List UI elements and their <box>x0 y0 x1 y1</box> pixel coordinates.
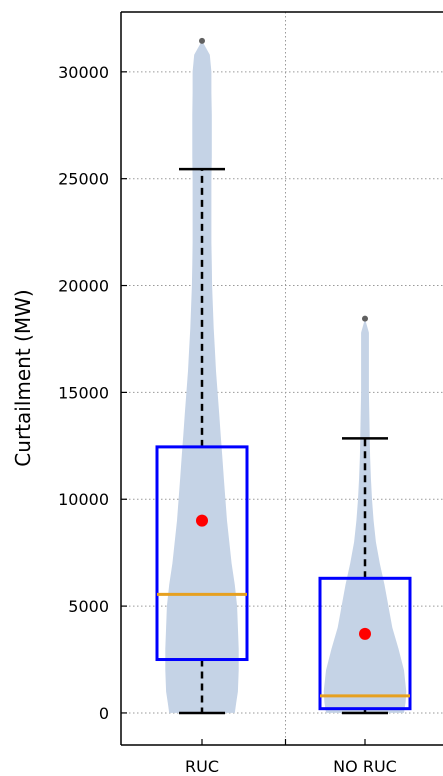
x-tick-label: NO RUC <box>333 757 397 776</box>
y-tick-label: 30000 <box>58 63 109 82</box>
outlier-point <box>199 38 205 44</box>
y-tick-label: 20000 <box>58 277 109 296</box>
outlier-point <box>362 316 368 322</box>
y-axis-title: Curtailment (MW) <box>11 289 35 466</box>
mean-marker <box>196 515 208 527</box>
mean-marker <box>359 628 371 640</box>
y-tick-label: 15000 <box>58 383 109 402</box>
y-tick-label: 5000 <box>68 597 109 616</box>
y-tick-label: 0 <box>99 704 109 723</box>
y-tick-label: 10000 <box>58 490 109 509</box>
y-tick-label: 25000 <box>58 170 109 189</box>
y-ticks: 0 5000 10000 15000 20000 25000 30000 <box>58 63 127 723</box>
violin-1 <box>165 41 238 713</box>
x-tick-label: RUC <box>185 757 219 776</box>
